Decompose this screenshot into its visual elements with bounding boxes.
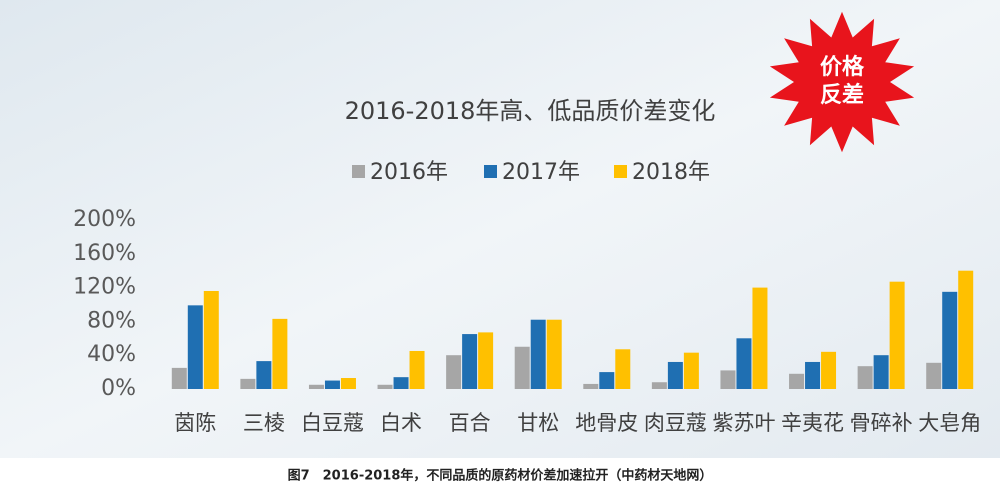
bar <box>821 351 837 389</box>
chart-title: 2016-2018年高、低品质价差变化 <box>345 97 716 125</box>
x-tick-label: 肉豆蔻 <box>644 411 707 435</box>
y-tick-label: 120% <box>73 275 136 300</box>
bar <box>530 319 546 389</box>
legend-swatch <box>484 165 497 178</box>
bar <box>324 380 340 389</box>
bar <box>308 384 324 389</box>
x-tick-label: 地骨皮 <box>575 411 638 435</box>
bar <box>683 352 699 389</box>
x-tick-label: 骨碎补 <box>850 411 913 435</box>
x-tick-label: 百合 <box>449 411 491 435</box>
x-tick-label: 白豆蔻 <box>301 411 364 435</box>
bar <box>615 349 631 389</box>
bar <box>889 281 905 389</box>
bar <box>667 361 683 389</box>
legend-label: 2016年 <box>370 160 448 185</box>
bar <box>805 361 821 389</box>
bar <box>256 361 272 389</box>
bar <box>926 362 942 389</box>
bar <box>478 332 494 389</box>
bar <box>752 287 768 389</box>
x-tick-label: 白术 <box>380 411 422 435</box>
y-tick-label: 0% <box>101 376 136 401</box>
bar <box>393 377 409 389</box>
bar <box>409 350 425 389</box>
x-tick-label: 辛夷花 <box>781 411 844 435</box>
legend-swatch <box>614 165 627 178</box>
bar <box>958 270 974 389</box>
bar <box>857 366 873 389</box>
bar <box>240 378 256 389</box>
x-tick-label: 甘松 <box>517 411 559 435</box>
y-tick-label: 40% <box>87 342 136 367</box>
bar <box>340 378 356 389</box>
bar <box>651 382 667 389</box>
bar <box>272 318 288 389</box>
bar <box>789 373 805 389</box>
bar <box>203 290 219 389</box>
bar <box>462 334 478 389</box>
badge-text: 价格 <box>820 54 865 80</box>
badge-star <box>769 11 915 153</box>
bar <box>446 355 462 389</box>
x-tick-label: 茵陈 <box>174 411 216 435</box>
caption: 图7 2016-2018年，不同品质的原药材价差加速拉开（中药材天地网） <box>288 468 713 484</box>
bar <box>546 319 562 389</box>
bar <box>514 346 530 389</box>
bar <box>171 367 187 389</box>
badge-text: 反差 <box>820 82 864 108</box>
bar <box>583 383 599 389</box>
x-tick-label: 大皂角 <box>918 411 981 435</box>
x-tick-label: 三棱 <box>243 411 285 435</box>
bar <box>942 291 958 389</box>
legend-label: 2018年 <box>632 160 710 185</box>
legend-label: 2017年 <box>502 160 580 185</box>
x-tick-label: 紫苏叶 <box>712 411 775 435</box>
bar <box>736 338 752 389</box>
bar <box>720 370 736 389</box>
bar <box>377 384 393 389</box>
y-tick-label: 80% <box>87 308 136 333</box>
bar <box>187 305 203 389</box>
y-tick-label: 160% <box>73 241 136 266</box>
bar <box>873 355 889 389</box>
y-tick-label: 200% <box>73 207 136 232</box>
bar <box>599 372 615 389</box>
legend-swatch <box>352 165 365 178</box>
